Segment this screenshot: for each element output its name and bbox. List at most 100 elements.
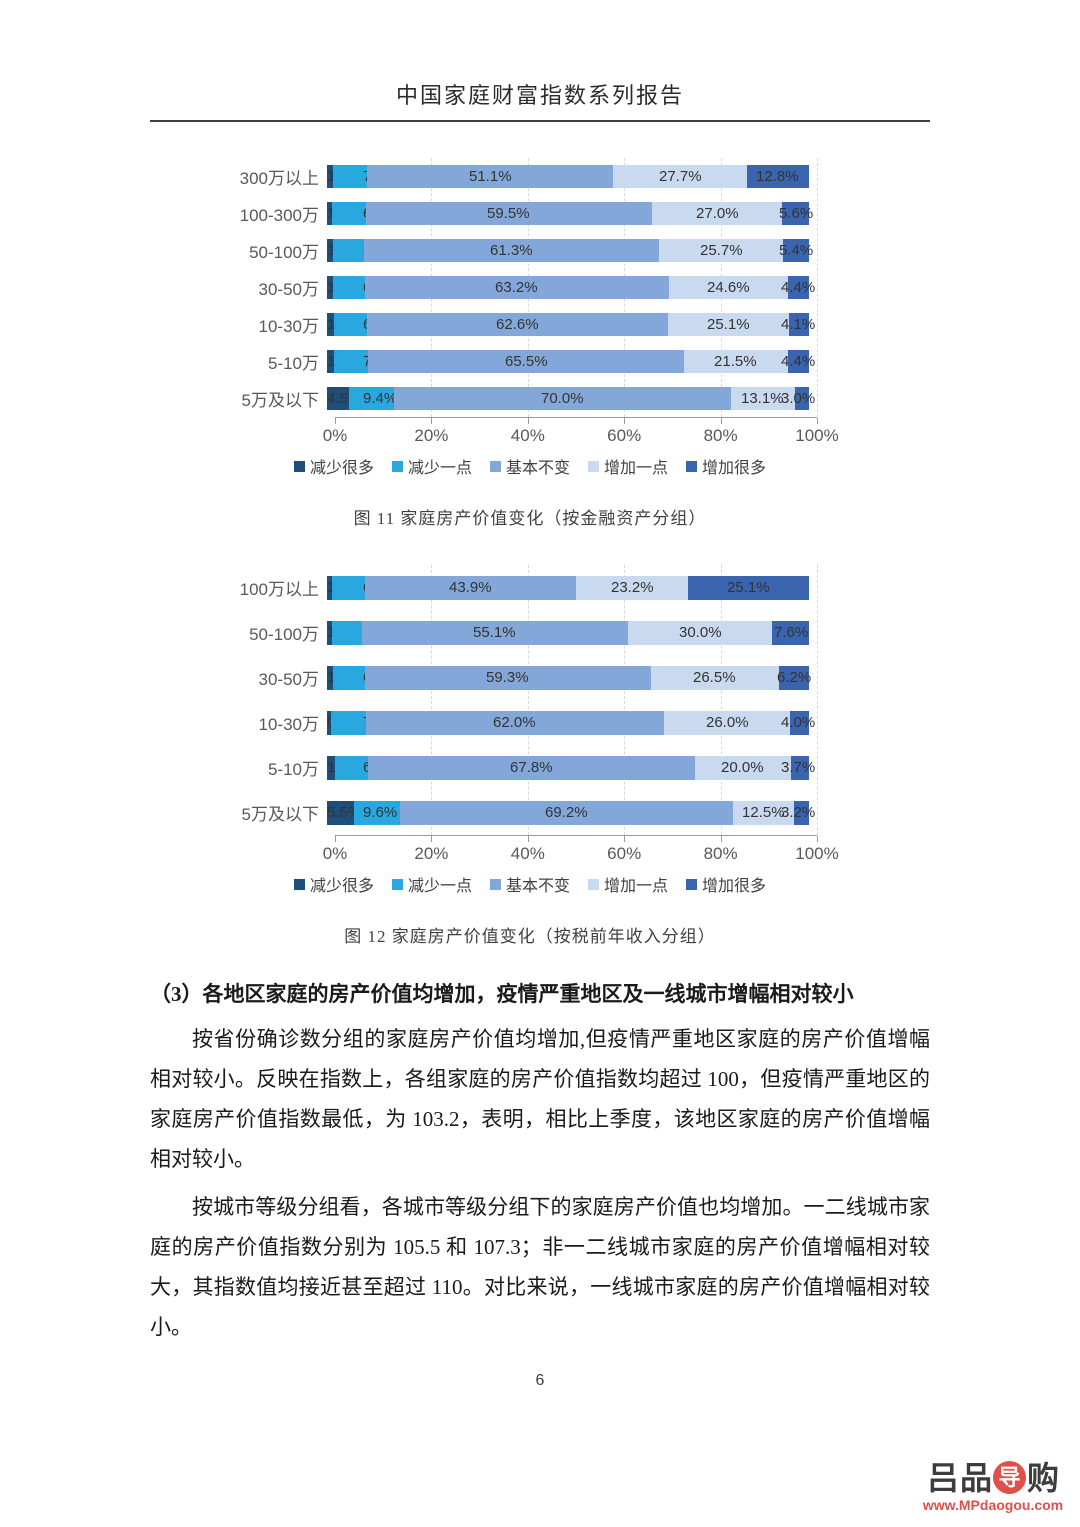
bar-value-label: 62.0%: [493, 713, 536, 731]
legend-label: 增加很多: [702, 460, 767, 477]
bar-value-label: 4.4%: [781, 353, 816, 370]
bar-value-label: 5.4%: [779, 242, 814, 259]
bar-segment: [327, 313, 335, 336]
bar-segment: [789, 313, 809, 336]
body-section: （3）各地区家庭的房产价值均增加，疫情严重地区及一线城市增幅相对较小 按省份确诊…: [150, 977, 930, 1347]
bar-segment: [327, 575, 332, 600]
legend-label: 增加很多: [702, 878, 767, 895]
axis-tick: [624, 836, 626, 842]
bar-value-label: 4.1%: [781, 316, 816, 333]
bar-track: 0.9%7.1%62.0%26.0%4.0%: [327, 710, 815, 735]
gridline: [624, 565, 626, 835]
category-label: 300万以上: [239, 169, 319, 188]
bar-value-label: 5.6%: [779, 205, 814, 222]
axis-tick-label: 20%: [414, 844, 449, 863]
bar-value-label: 21.5%: [714, 353, 757, 370]
legend-item: 增加一点: [588, 872, 668, 896]
bar-segment: [731, 387, 795, 410]
logo-char-3: 购: [1027, 1459, 1060, 1496]
bar-row: 30-50万1.2%6.7%59.3%26.5%6.2%: [225, 655, 835, 700]
bar-segment: [650, 665, 779, 690]
axis-tick-label: 20%: [414, 426, 449, 445]
bar-track: 1.4%7.2%65.5%21.5%4.4%: [327, 350, 815, 373]
axis-tick: [527, 836, 529, 842]
bar-segment: [327, 350, 334, 373]
bar-segment: [365, 710, 665, 735]
grid-layer: [335, 565, 818, 835]
category-label: 5万及以下: [241, 391, 319, 410]
bar-segment: [782, 202, 810, 225]
bar-value-label: 3.2%: [781, 803, 816, 821]
bar-segment: [787, 276, 809, 299]
bar-segment: [362, 620, 628, 645]
header-divider: [150, 120, 930, 122]
legend-item: 减少很多: [293, 454, 374, 478]
bar-segment: [688, 575, 809, 600]
axis-tick-label: 60%: [607, 426, 642, 445]
bar-segment: [778, 665, 809, 690]
bar-segment: [365, 665, 651, 690]
page-number: 6: [535, 1372, 545, 1389]
legend-swatch: [588, 460, 599, 472]
report-title: 中国家庭财富指数系列报告: [395, 83, 684, 108]
legend-label: 增加一点: [604, 878, 669, 895]
axis-tick-label: 100%: [795, 426, 839, 445]
bar-value-label: 27.7%: [659, 168, 702, 185]
bar-segment: [664, 710, 790, 735]
bar-track: 1.2%6.6%63.2%24.6%4.4%: [327, 276, 815, 299]
bar-track: 1.2%6.4%61.3%25.7%5.4%: [327, 239, 813, 262]
bar-row: 50-100万 1.2%6.4%61.3%25.7%5.4%: [225, 232, 835, 269]
bar-segment: [327, 165, 333, 188]
logo-char-2: 品: [959, 1459, 992, 1496]
bar-segment: [789, 710, 809, 735]
category-label: 100-300万: [239, 206, 319, 225]
bar-row: 100万以上1.0%6.8%43.9%23.2%25.1%: [225, 565, 835, 610]
bar-value-label: 25.1%: [727, 578, 770, 596]
bar-track: 1.2%6.7%59.3%26.5%6.2%: [327, 665, 811, 690]
x-axis-line: [335, 835, 818, 842]
axis-tick: [335, 418, 336, 424]
gridline: [817, 158, 818, 417]
legend-label: 增加一点: [604, 460, 669, 477]
section-heading: （3）各地区家庭的房产价值均增加，疫情严重地区及一线城市增幅相对较小: [150, 982, 854, 1006]
bar-value-label: 59.3%: [486, 668, 529, 686]
bar-value-label: 62.6%: [496, 316, 539, 333]
bar-segment: [366, 313, 669, 336]
bar-segment: [368, 350, 685, 373]
bar-value-label: 24.6%: [707, 279, 750, 296]
bar-segment: [332, 665, 366, 690]
bar-row: 50-100万1.1%6.2%55.1%30.0%7.6%: [225, 610, 835, 655]
category-label: 10-30万: [258, 715, 319, 734]
bar-segment: [331, 710, 366, 735]
bar-segment: [399, 800, 734, 825]
category-label: 30-50万: [258, 280, 319, 299]
bar-row: 10-30万1.5%6.7%62.6%25.1%4.1%: [225, 306, 835, 343]
axis-tick-label: 40%: [510, 844, 545, 863]
bar-segment: [791, 755, 809, 780]
bar-value-label: 61.3%: [490, 242, 533, 259]
bar-segment: [348, 387, 394, 410]
axis-tick-label: 100%: [795, 844, 839, 863]
bar-segment: [733, 800, 794, 825]
bar-segment: [333, 350, 369, 373]
legend-swatch: [293, 878, 305, 890]
bar-value-label: 59.5%: [487, 205, 530, 222]
bar-segment: [782, 239, 809, 262]
bar-track: 5.5% 9.6% 69.2% 12.5% 3.2%: [327, 800, 815, 825]
bar-value-label: 25.1%: [707, 316, 750, 333]
paragraph-1: 按省份确诊数分组的家庭房产价值均增加,但疫情严重地区家庭的房产价值增幅相对较小。…: [150, 1027, 930, 1171]
x-axis-labels: 0% 20% 40% 60% 80% 100%: [323, 844, 839, 868]
bar-segment: [332, 276, 365, 299]
legend-swatch: [293, 460, 305, 472]
legend-swatch: [391, 878, 403, 890]
bar-segment: [694, 755, 792, 780]
axis-tick-label: 80%: [703, 844, 738, 863]
bar-segment: [772, 620, 809, 645]
bar-segment: [327, 710, 332, 735]
category-label: 5-10万: [267, 760, 319, 779]
category-label: 50-100万: [249, 243, 319, 262]
logo-circle-icon: 导: [993, 1461, 1026, 1494]
bar-segment: [367, 755, 695, 780]
legend-item: 减少很多: [293, 872, 374, 896]
axis-tick-label: 80%: [703, 426, 738, 445]
